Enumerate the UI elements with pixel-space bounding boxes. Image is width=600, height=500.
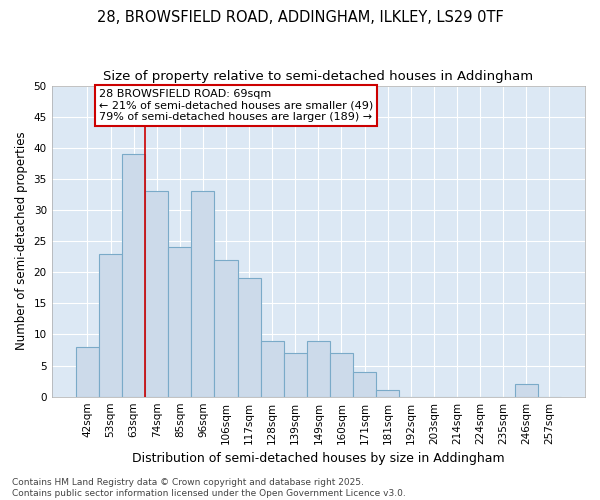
Bar [145,192,168,396]
Y-axis label: Number of semi-detached properties: Number of semi-detached properties [15,132,28,350]
Text: 28 BROWSFIELD ROAD: 69sqm
← 21% of semi-detached houses are smaller (49)
79% of : 28 BROWSFIELD ROAD: 69sqm ← 21% of semi-… [99,88,373,122]
Bar [307,340,330,396]
Text: Contains HM Land Registry data © Crown copyright and database right 2025.
Contai: Contains HM Land Registry data © Crown c… [12,478,406,498]
Bar [376,390,399,396]
Bar [515,384,538,396]
Bar [168,248,191,396]
Bar [238,278,260,396]
X-axis label: Distribution of semi-detached houses by size in Addingham: Distribution of semi-detached houses by … [132,452,505,465]
Bar [214,260,238,396]
Bar [191,192,214,396]
Bar [330,353,353,397]
Title: Size of property relative to semi-detached houses in Addingham: Size of property relative to semi-detach… [103,70,533,83]
Bar [284,353,307,397]
Bar [122,154,145,396]
Bar [260,340,284,396]
Text: 28, BROWSFIELD ROAD, ADDINGHAM, ILKLEY, LS29 0TF: 28, BROWSFIELD ROAD, ADDINGHAM, ILKLEY, … [97,10,503,25]
Bar [353,372,376,396]
Bar [99,254,122,396]
Bar [76,347,99,397]
